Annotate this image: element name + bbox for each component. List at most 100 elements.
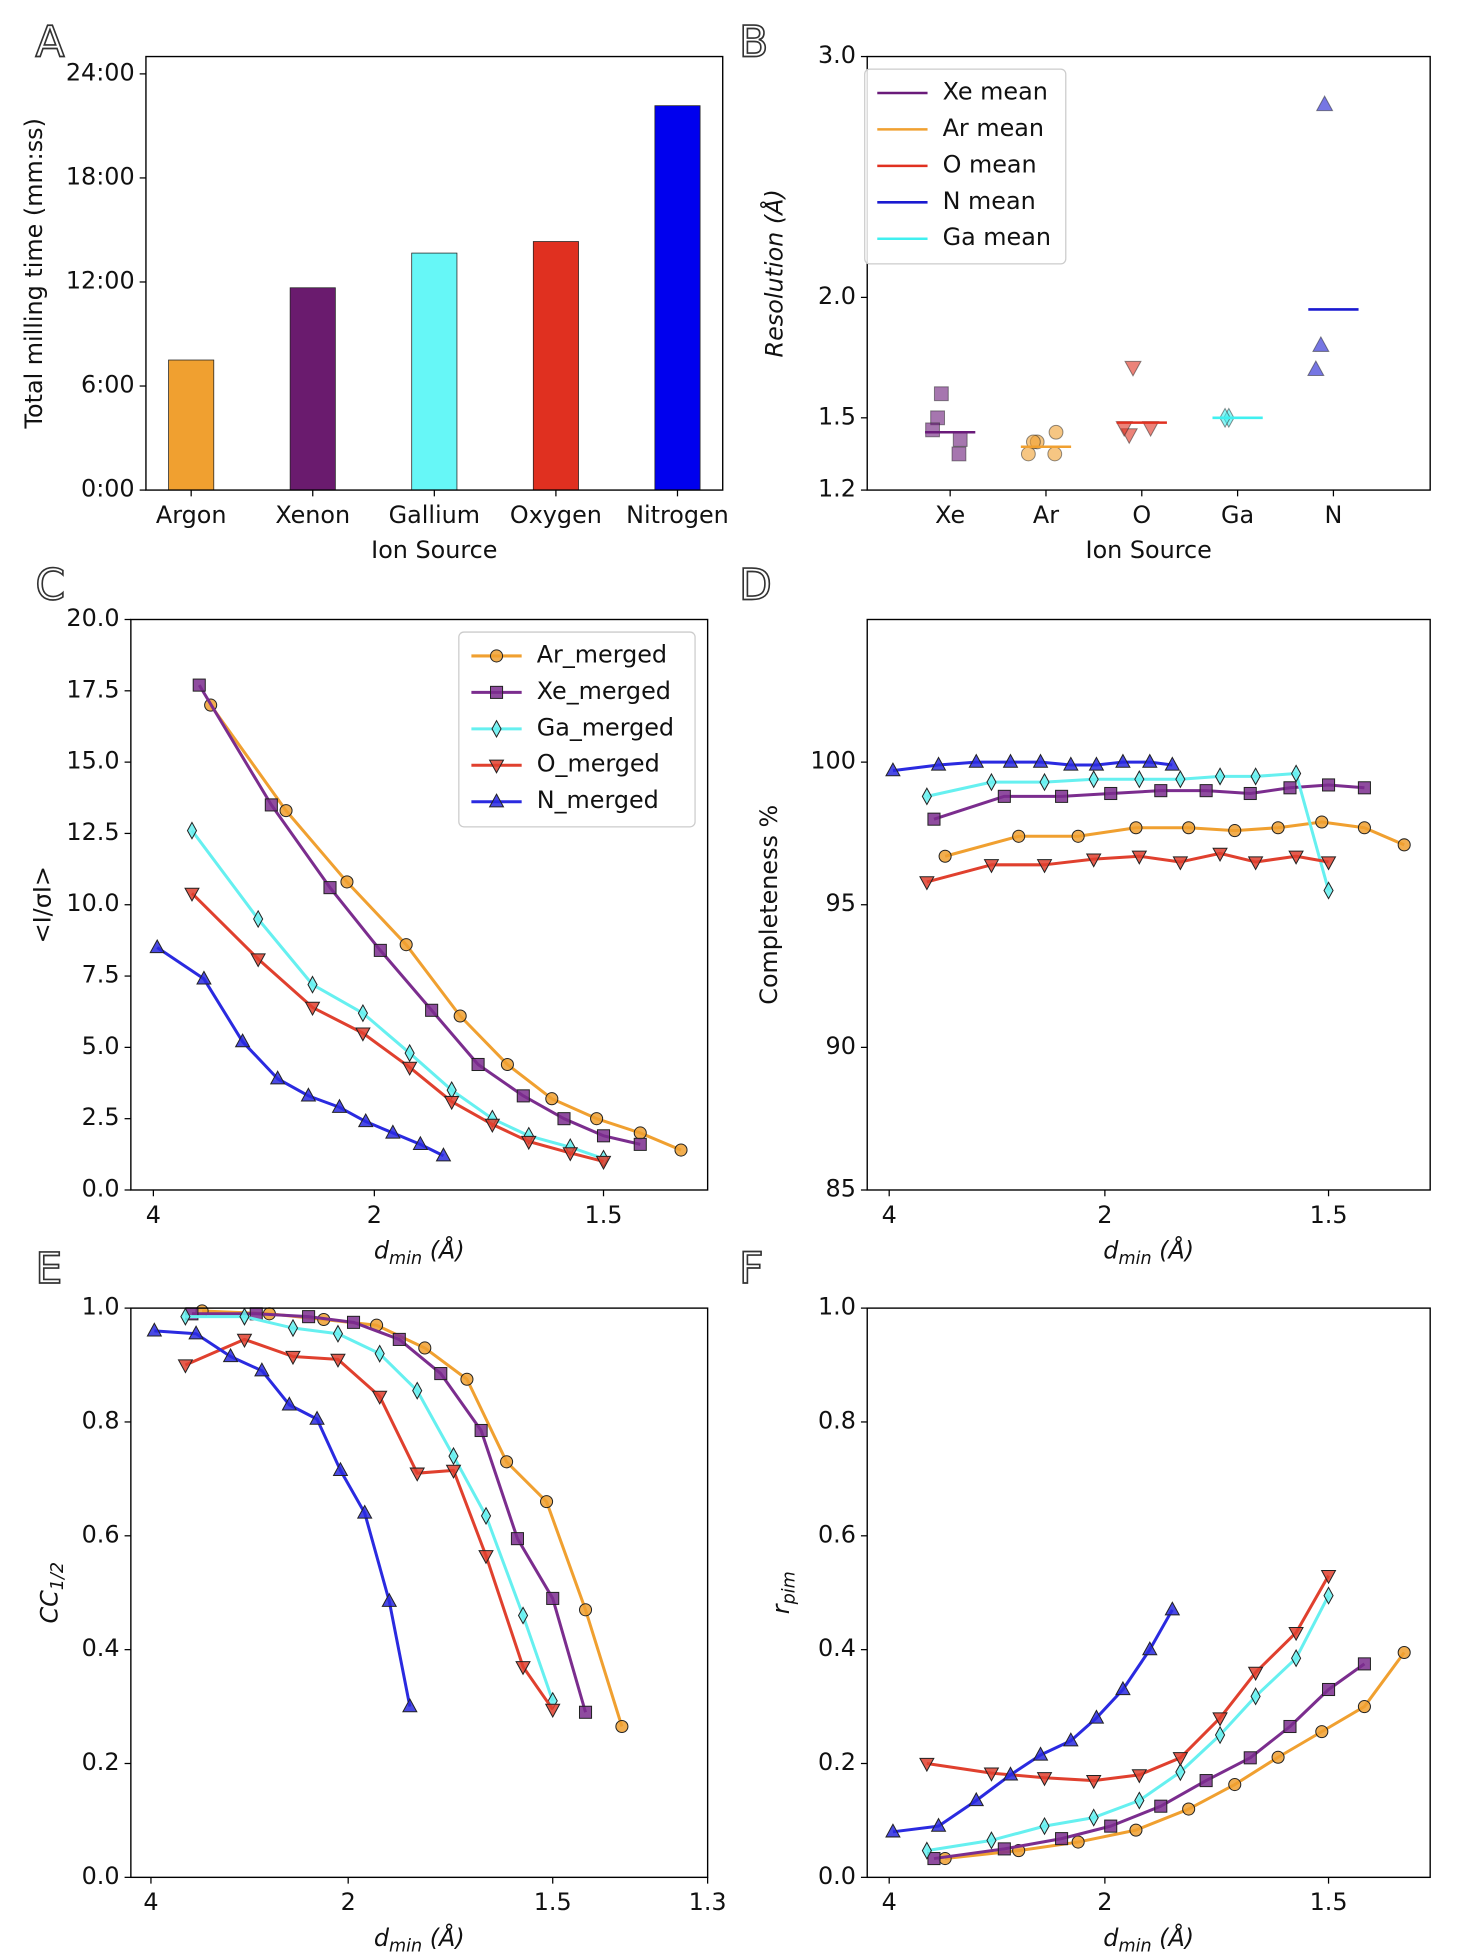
marker <box>1397 838 1411 852</box>
marker <box>1312 335 1330 352</box>
series-line <box>197 684 641 1146</box>
marker <box>1243 786 1257 801</box>
marker <box>1039 772 1050 792</box>
x-axis-label-unit: (Å) <box>1159 1236 1194 1264</box>
y-tick-label: 24:00 <box>66 58 135 86</box>
marker <box>356 1504 373 1519</box>
marker <box>146 1322 163 1337</box>
marker <box>1129 821 1143 835</box>
x-axis-label-unit: (Å) <box>1159 1923 1194 1951</box>
legend-label: Ar mean <box>943 114 1044 142</box>
marker <box>1088 770 1099 789</box>
marker <box>1085 853 1102 868</box>
marker <box>1002 753 1019 768</box>
y-tick-label: 1.5 <box>818 402 856 430</box>
x-tick-label: 2 <box>1097 1201 1112 1229</box>
series-line <box>190 829 605 1161</box>
marker <box>385 1124 401 1139</box>
marker <box>1182 1802 1196 1816</box>
marker <box>1250 1687 1261 1706</box>
marker <box>938 849 952 863</box>
y-tick-label: 0.4 <box>82 1634 120 1662</box>
panel-letter: D <box>739 561 772 611</box>
marker <box>925 422 940 438</box>
y-tick-label: 7.5 <box>82 961 120 989</box>
marker <box>236 1333 253 1349</box>
x-tick-label: 1.3 <box>689 1888 727 1916</box>
marker <box>1357 1700 1371 1714</box>
marker <box>474 1423 488 1438</box>
marker <box>300 1087 317 1102</box>
series-line <box>926 851 1329 884</box>
y-axis-label: Completeness % <box>755 805 783 1005</box>
marker <box>332 1461 349 1476</box>
marker <box>1142 1641 1158 1656</box>
x-tick-label: 1.5 <box>1310 1888 1348 1916</box>
y-tick-label: 0.2 <box>82 1748 120 1776</box>
marker <box>1020 446 1036 462</box>
marker <box>425 1003 439 1017</box>
x-axis-label: dmin (Å) <box>374 1923 465 1954</box>
marker <box>346 1315 361 1329</box>
marker <box>1085 1774 1102 1790</box>
x-axis-label-sub: min <box>1118 1936 1151 1954</box>
panel-letter: B <box>739 18 768 68</box>
marker <box>1032 753 1049 768</box>
x-axis-label: dmin (Å) <box>1103 1923 1194 1954</box>
y-tick-label: 12:00 <box>66 266 135 294</box>
bar <box>411 252 458 491</box>
marker <box>188 1325 204 1340</box>
x-axis-label-unit: (Å) <box>430 1236 465 1264</box>
marker <box>1357 821 1371 835</box>
marker <box>590 1112 604 1126</box>
series-line <box>191 1312 587 1713</box>
y-tick-label: 20.0 <box>66 604 119 632</box>
panel-letter: A <box>35 18 64 68</box>
x-axis-label-main: d <box>374 1923 390 1951</box>
marker <box>409 1467 425 1482</box>
y-tick-label: 90 <box>826 1032 856 1060</box>
marker <box>484 1118 501 1133</box>
marker <box>304 1001 321 1017</box>
marker <box>1172 856 1189 871</box>
x-axis-label-unit: (Å) <box>430 1923 465 1951</box>
plot-area <box>885 753 1411 900</box>
marker <box>1250 767 1261 786</box>
marker <box>1036 859 1053 874</box>
marker <box>1134 1791 1145 1810</box>
x-tick-label: Xenon <box>275 501 350 529</box>
marker <box>1290 764 1302 783</box>
x-tick-label: 1.5 <box>1310 1201 1348 1229</box>
marker <box>633 1126 647 1140</box>
marker <box>921 1841 932 1860</box>
legend-box <box>864 68 1067 265</box>
marker <box>309 1410 325 1425</box>
y-tick-label: 1.2 <box>818 475 856 503</box>
marker <box>997 789 1011 803</box>
marker <box>1134 770 1145 789</box>
marker <box>1071 829 1085 843</box>
series-line <box>184 1337 554 1711</box>
marker <box>1032 1746 1049 1761</box>
marker <box>331 1098 348 1113</box>
marker <box>1104 1819 1118 1833</box>
marker <box>445 1464 462 1479</box>
marker <box>186 821 198 840</box>
marker <box>1124 360 1142 377</box>
marker <box>1228 824 1242 838</box>
marker <box>392 1332 406 1346</box>
marker <box>500 1057 514 1072</box>
x-tick-label: 2 <box>341 1888 356 1916</box>
marker <box>1088 756 1105 771</box>
y-axis-label-main: Resolution (Å) <box>760 189 788 357</box>
marker <box>1048 424 1064 440</box>
x-tick-label: 4 <box>146 1201 161 1229</box>
x-tick-label: 1.5 <box>534 1888 572 1916</box>
marker <box>443 1095 460 1111</box>
y-axis-label-sub: 1/2 <box>48 1562 68 1590</box>
marker <box>234 1033 251 1048</box>
marker <box>1320 856 1337 871</box>
marker <box>340 875 354 889</box>
marker <box>1315 1725 1329 1739</box>
marker <box>1115 1680 1131 1696</box>
